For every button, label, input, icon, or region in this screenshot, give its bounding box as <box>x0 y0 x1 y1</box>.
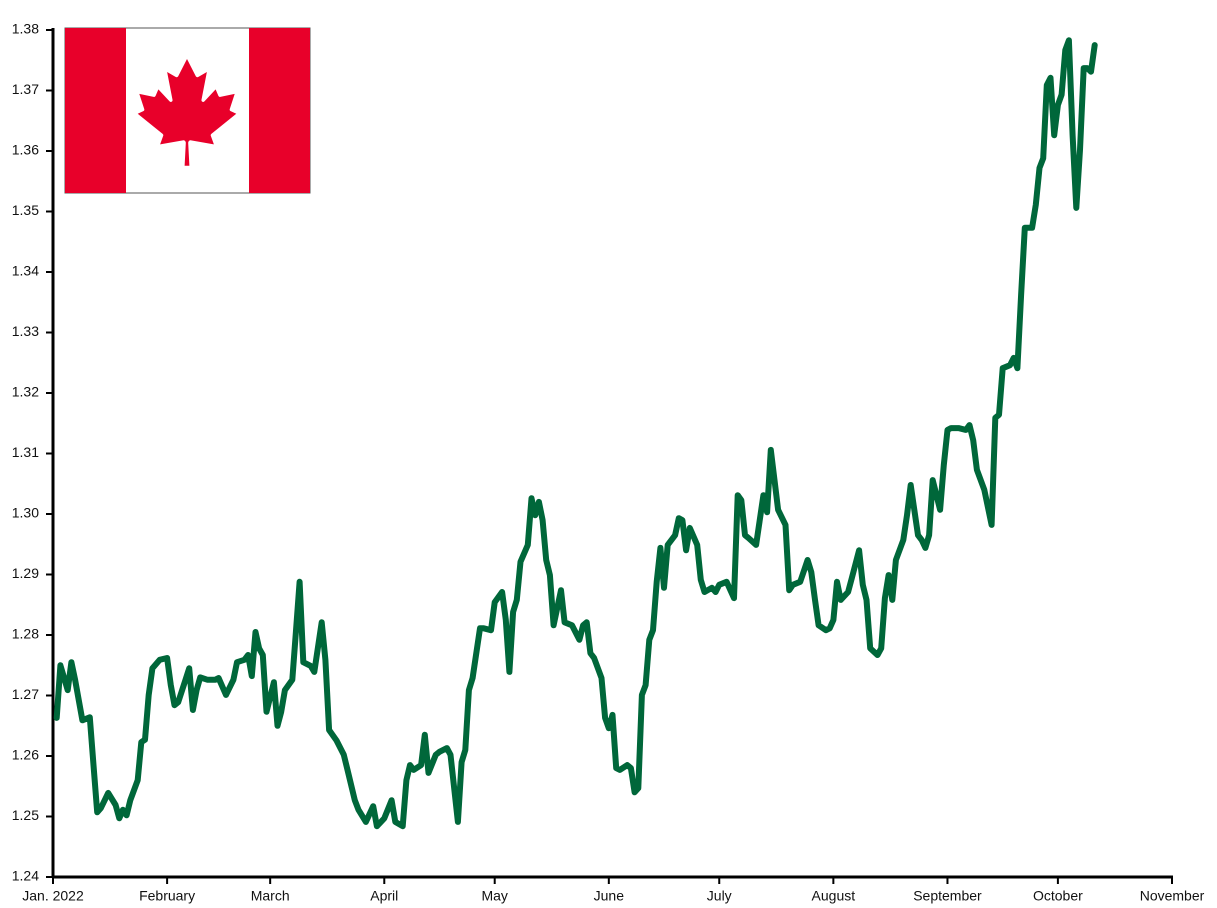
y-tick-label: 1.33 <box>12 323 39 339</box>
y-tick-label: 1.32 <box>12 384 39 400</box>
y-tick-label: 1.37 <box>12 81 39 97</box>
x-tick-label: October <box>1033 888 1083 904</box>
y-tick-label: 1.30 <box>12 505 39 521</box>
y-tick-label: 1.36 <box>12 142 39 158</box>
canada-flag <box>64 27 311 194</box>
data-line <box>53 37 1098 830</box>
x-tick-label: Jan. 2022 <box>22 888 84 904</box>
y-tick-label: 1.35 <box>12 202 39 218</box>
y-tick-label: 1.27 <box>12 686 39 702</box>
x-tick-label: November <box>1140 888 1205 904</box>
y-tick-label: 1.34 <box>12 263 39 279</box>
y-tick-label: 1.24 <box>12 868 39 884</box>
x-tick-label: February <box>139 888 195 904</box>
y-tick-label: 1.28 <box>12 626 39 642</box>
x-tick-label: May <box>481 888 507 904</box>
x-tick-label: March <box>251 888 290 904</box>
x-tick-label: April <box>370 888 398 904</box>
maple-leaf <box>137 59 237 166</box>
x-tick-label: September <box>913 888 982 904</box>
y-tick-label: 1.38 <box>12 21 39 37</box>
y-tick-label: 1.26 <box>12 747 39 763</box>
y-tick-label: 1.25 <box>12 807 39 823</box>
x-tick-label: June <box>594 888 625 904</box>
y-tick-label: 1.29 <box>12 565 39 581</box>
x-tick-label: July <box>707 888 732 904</box>
flag-band <box>65 28 126 193</box>
x-tick-label: August <box>812 888 856 904</box>
y-tick-label: 1.31 <box>12 444 39 460</box>
flag-band <box>249 28 310 193</box>
